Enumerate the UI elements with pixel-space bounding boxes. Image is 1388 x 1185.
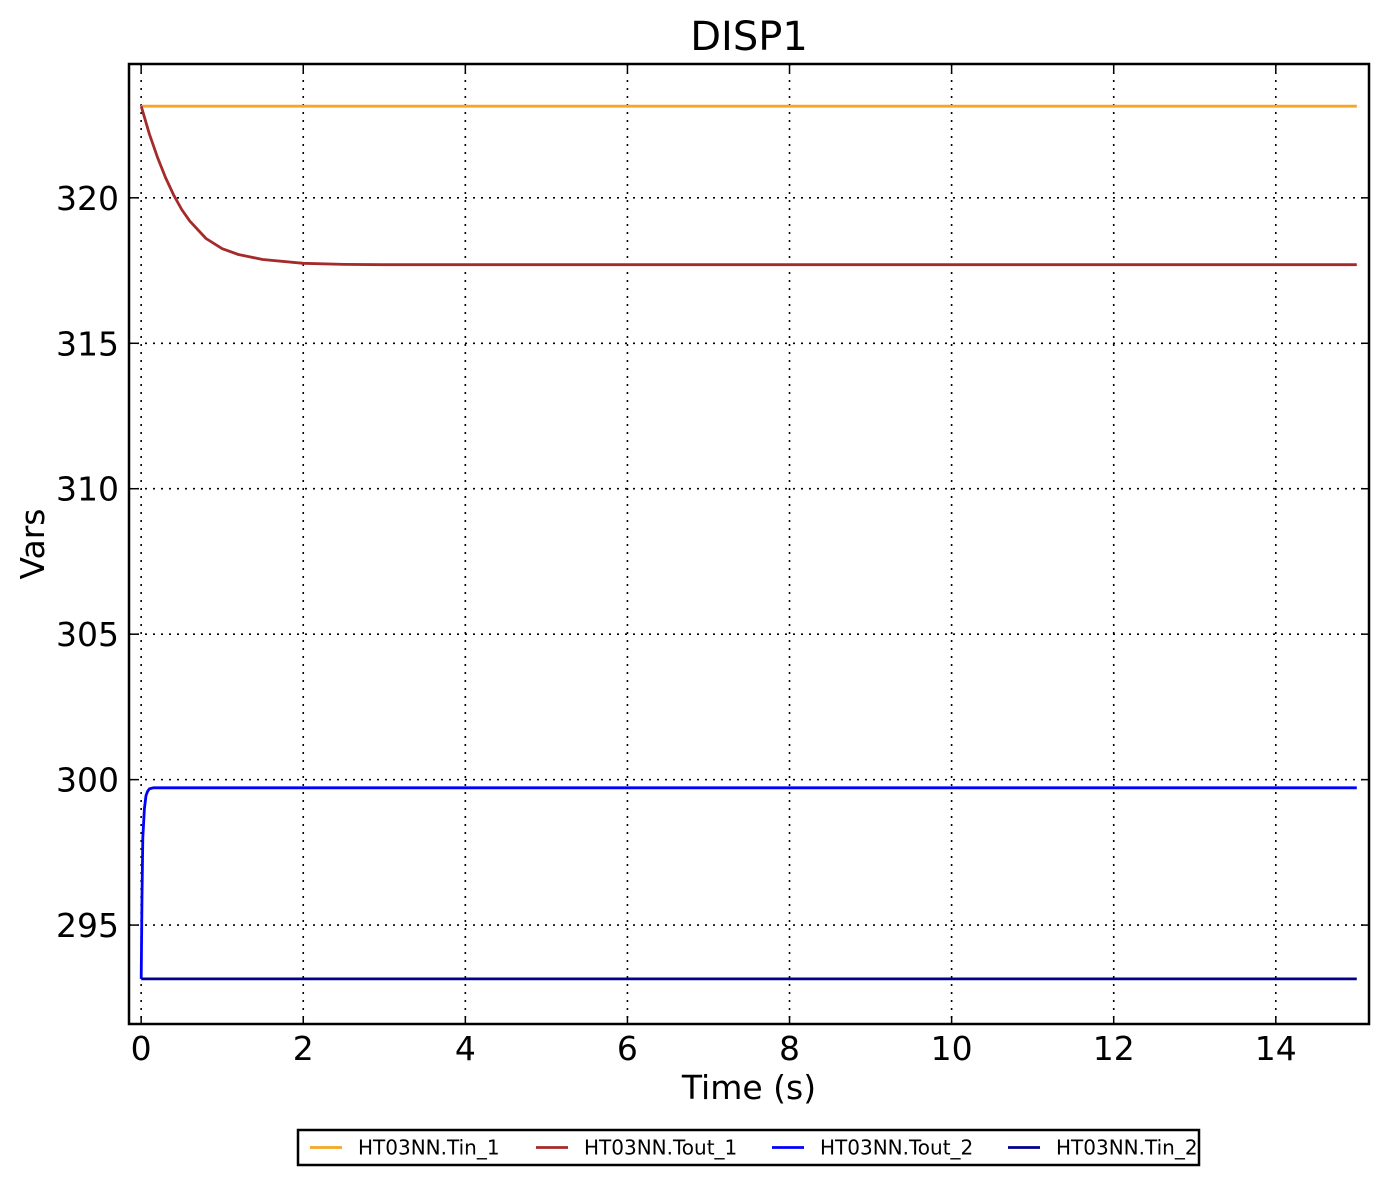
plot-frame [127, 62, 1371, 1026]
legend-label: HT03NN.Tout_1 [584, 1136, 737, 1160]
legend-label: HT03NN.Tin_2 [1056, 1136, 1198, 1160]
chart-title: DISP1 [690, 14, 808, 60]
x-tick-label: 6 [617, 1029, 638, 1068]
y-tick-label: 320 [56, 179, 119, 218]
legend-box [296, 1128, 1201, 1167]
x-axis-label: Time (s) [681, 1068, 816, 1107]
x-tick-label: 12 [1093, 1029, 1135, 1068]
x-tick-label: 8 [779, 1029, 800, 1068]
x-tick-label: 2 [293, 1029, 314, 1068]
series-line-2 [139, 786, 1357, 979]
y-tick-label: 310 [56, 470, 119, 509]
grid [129, 64, 1369, 1024]
series-lines [139, 104, 1357, 981]
y-tick-label: 300 [56, 761, 119, 800]
legend-label: HT03NN.Tin_1 [358, 1136, 500, 1160]
y-axis-label: Vars [13, 509, 52, 580]
legend: HT03NN.Tin_1 HT03NN.Tout_1 HT03NN.Tout_2 HT… [296, 1128, 1201, 1167]
legend-items: HT03NN.Tin_1 HT03NN.Tout_1 HT03NN.Tout_2 HT… [310, 1136, 1198, 1160]
axis-ticks: 0 2 4 6 8 10 12 14 295 300 305 310 315 320 [56, 64, 1369, 1068]
x-tick-label: 4 [455, 1029, 476, 1068]
x-tick-label: 10 [931, 1029, 973, 1068]
series-line-1 [139, 105, 1357, 267]
x-tick-label: 0 [131, 1029, 152, 1068]
y-tick-label: 305 [56, 615, 119, 654]
legend-label: HT03NN.Tout_2 [820, 1136, 973, 1160]
y-tick-label: 295 [56, 906, 119, 945]
x-tick-label: 14 [1255, 1029, 1297, 1068]
y-tick-label: 315 [56, 324, 119, 363]
